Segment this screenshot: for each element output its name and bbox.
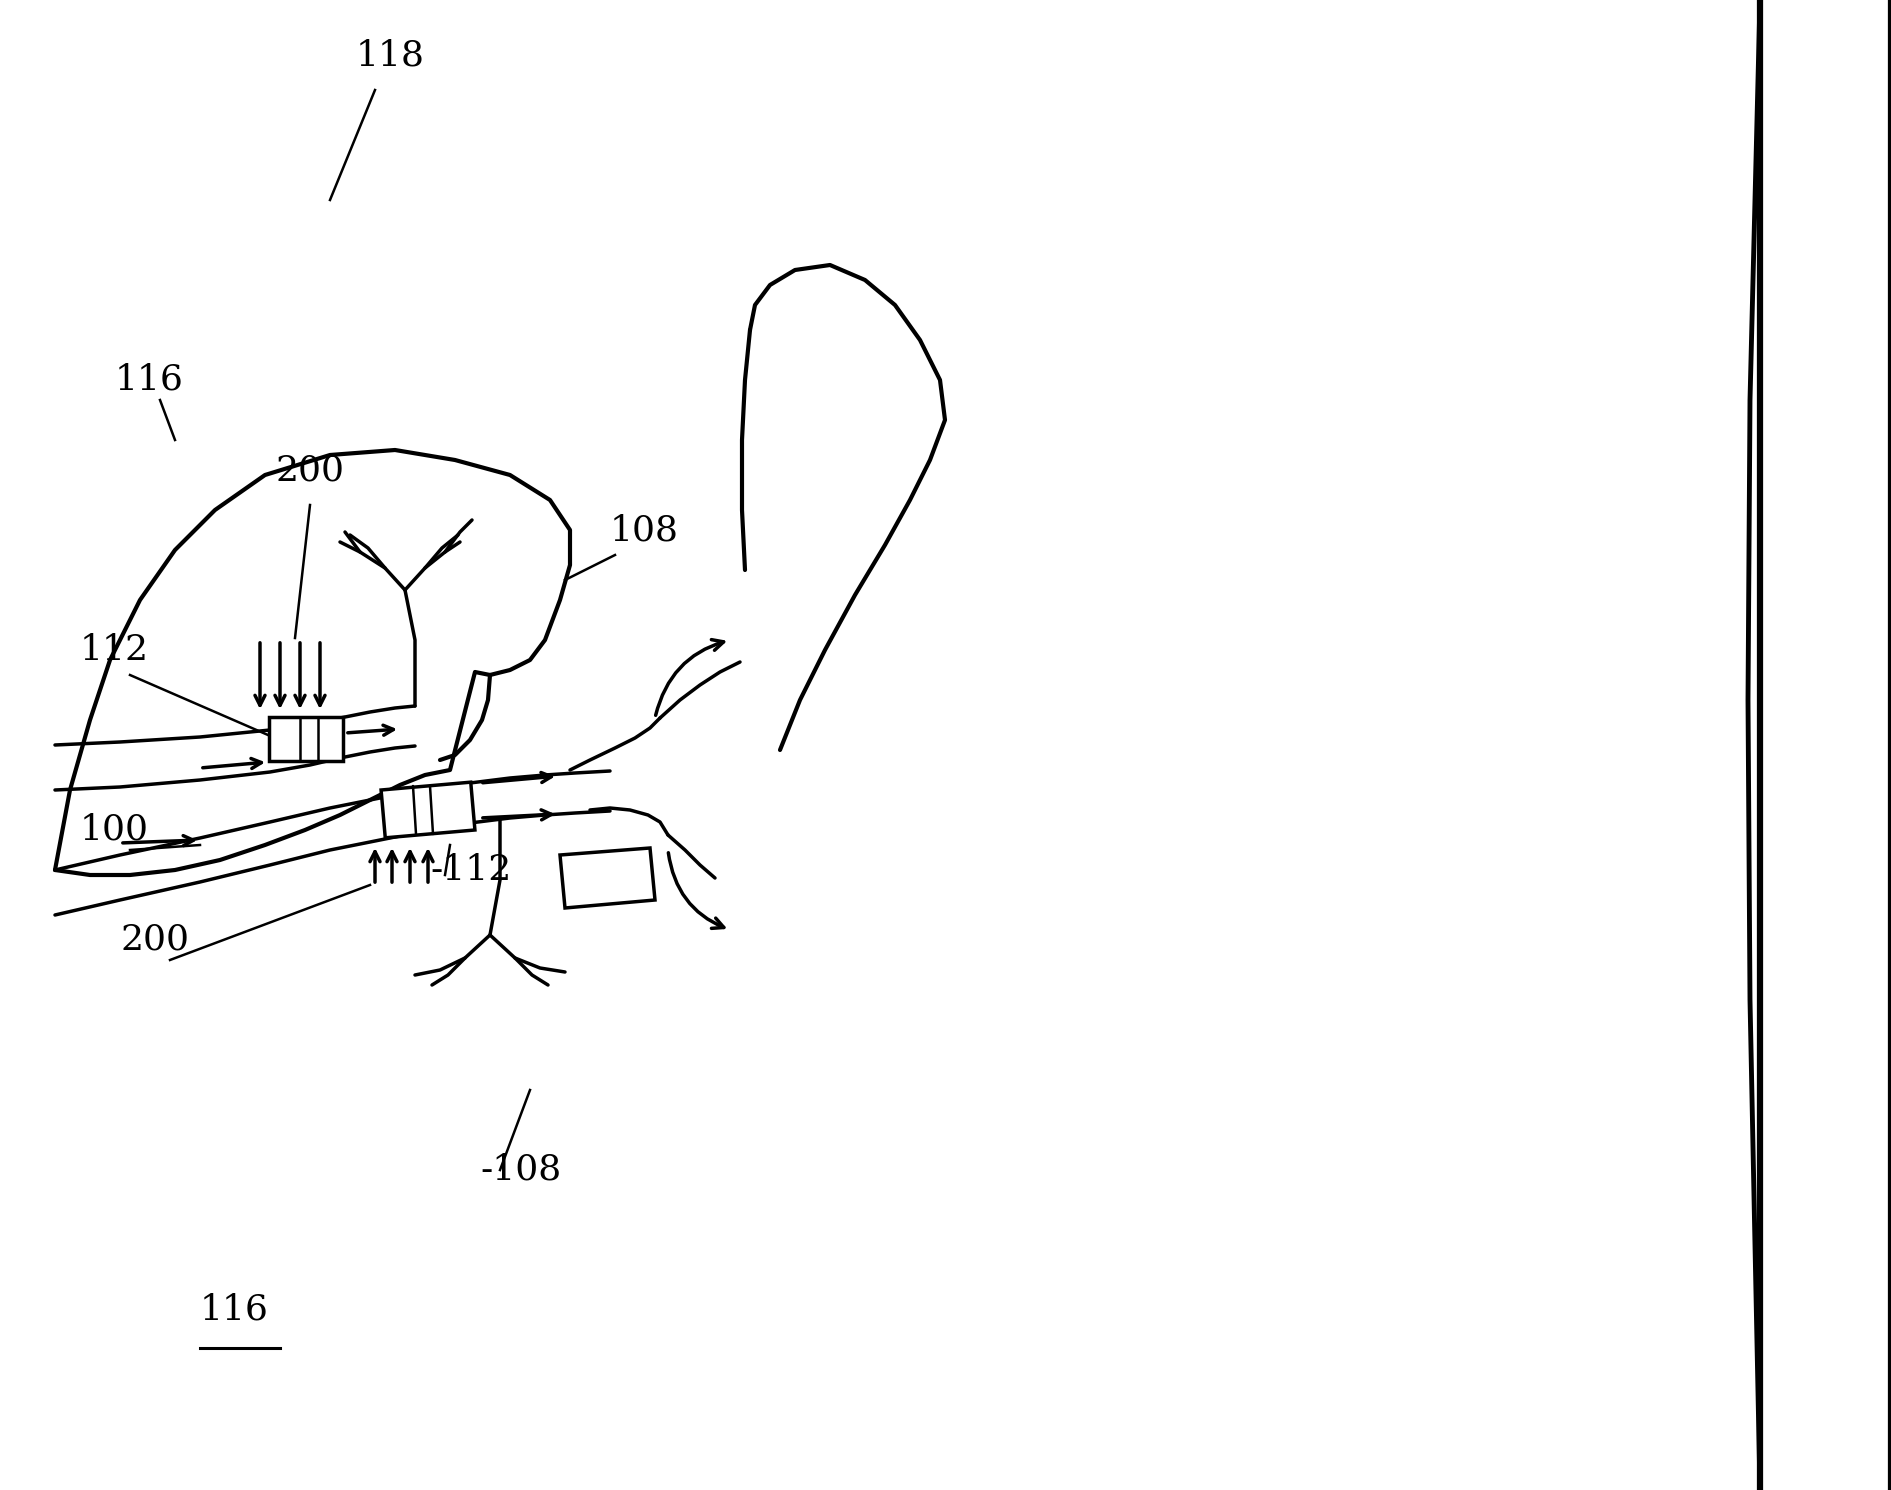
- Text: -112: -112: [429, 852, 511, 887]
- Text: 200: 200: [119, 922, 189, 957]
- Text: 108: 108: [611, 513, 679, 547]
- Text: 118: 118: [356, 39, 424, 72]
- Text: 200: 200: [276, 453, 344, 487]
- Text: 116: 116: [115, 364, 183, 396]
- FancyBboxPatch shape: [269, 717, 342, 761]
- Text: 112: 112: [79, 633, 149, 668]
- Polygon shape: [560, 848, 654, 907]
- Polygon shape: [382, 782, 475, 837]
- Text: -108: -108: [480, 1153, 562, 1188]
- Text: 100: 100: [79, 814, 149, 846]
- Text: 116: 116: [200, 1293, 269, 1328]
